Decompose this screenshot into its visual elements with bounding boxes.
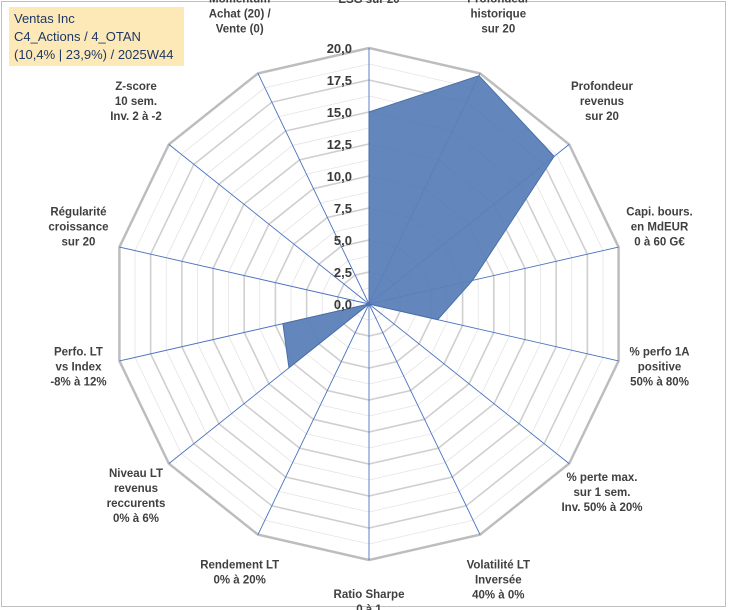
radial-tick-label: 10,0 [327, 169, 352, 184]
radial-tick-label: 7,5 [334, 201, 352, 216]
radial-tick-label: 2,5 [334, 265, 352, 280]
radial-tick-label: 5,0 [334, 233, 352, 248]
chart-title-box: Ventas Inc C4_Actions / 4_OTAN (10,4% | … [9, 7, 184, 66]
radar-spoke [119, 246, 370, 305]
axis-label: MomentumAchat (20) /Vente (0) [209, 0, 272, 36]
axis-label: Volatilité LT Inversée 40% à 0% [467, 559, 530, 601]
radar-spoke [257, 73, 370, 305]
radar-spoke [368, 303, 481, 535]
axis-label: NoteESG sur 20 [338, 0, 399, 6]
axis-label: Profondeur revenus sur 20 [571, 81, 633, 123]
radial-tick-label: 12,5 [327, 137, 352, 152]
axis-label: Capi. bours. en MdEUR 0 à 60 G€ [626, 207, 692, 249]
radial-tick-label: 20,0 [327, 41, 352, 56]
radar-spoke [168, 144, 370, 305]
chart-title-company: Ventas Inc [14, 11, 75, 26]
axis-label: Rendement LT 0% à 20% [200, 559, 279, 586]
chart-title-stats: (10,4% | 23,9%) / 2025W44 [14, 47, 174, 62]
axis-label: Profondeurhistoriquesur 20 [467, 0, 529, 36]
chart-title-category: C4_Actions / 4_OTAN [14, 29, 141, 44]
radial-tick-label: 0,0 [334, 297, 352, 312]
data-series-area [282, 75, 555, 369]
radar-spoke [257, 303, 370, 535]
axis-label: Z-score 10 sem. Inv. 2 à -2 [110, 81, 162, 123]
axis-label: Perfo. LT vs Index -8% à 12% [50, 346, 106, 388]
radial-tick-label: 15,0 [327, 105, 352, 120]
axis-label: % perfo 1A positive 50% à 80% [629, 346, 689, 388]
axis-label: Niveau LT revenus reccurents 0% à 6% [107, 468, 166, 525]
axis-label: % perte max. sur 1 sem. Inv. 50% à 20% [561, 472, 642, 514]
axis-label: Régularité croissance sur 20 [48, 207, 108, 249]
radar-spoke [368, 303, 570, 464]
axis-label: Ratio Sharpe 0 à 1 [334, 589, 405, 610]
radial-tick-label: 17,5 [327, 73, 352, 88]
